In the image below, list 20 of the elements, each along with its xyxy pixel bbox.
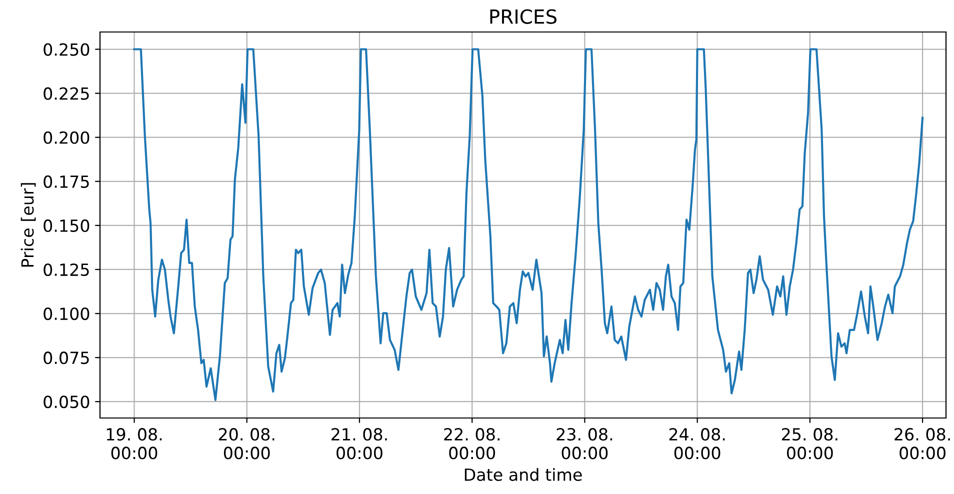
chart-title: PRICES <box>490 9 557 24</box>
y-tick-label: 0.125 <box>44 263 89 276</box>
x-tick-label: 21. 08. 00:00 <box>332 428 387 460</box>
y-tick-label: 0.225 <box>44 87 89 100</box>
y-tick-label: 0.100 <box>44 307 90 320</box>
y-tick-label: 0.150 <box>44 219 90 232</box>
x-tick-label: 22. 08. 00:00 <box>444 428 500 460</box>
y-tick-label: 0.250 <box>44 43 90 56</box>
x-tick-label: 25. 08. 00:00 <box>782 428 838 460</box>
y-tick-label: 0.050 <box>44 396 90 408</box>
x-tick-label: 24. 08. 00:00 <box>669 428 725 460</box>
x-tick-label: 19. 08. 00:00 <box>106 428 162 460</box>
y-axis-title: Price [eur] <box>20 183 36 267</box>
y-tick-label: 0.075 <box>44 352 89 364</box>
y-tick-label: 0.200 <box>44 131 90 144</box>
x-axis-title: Date and time <box>464 468 582 481</box>
x-tick-label: 23. 08. 00:00 <box>556 428 612 460</box>
x-tick-label: 20. 08. 00:00 <box>218 428 274 460</box>
y-tick-label: 0.175 <box>44 175 89 188</box>
x-tick-label: 26. 08. 00:00 <box>894 428 950 460</box>
